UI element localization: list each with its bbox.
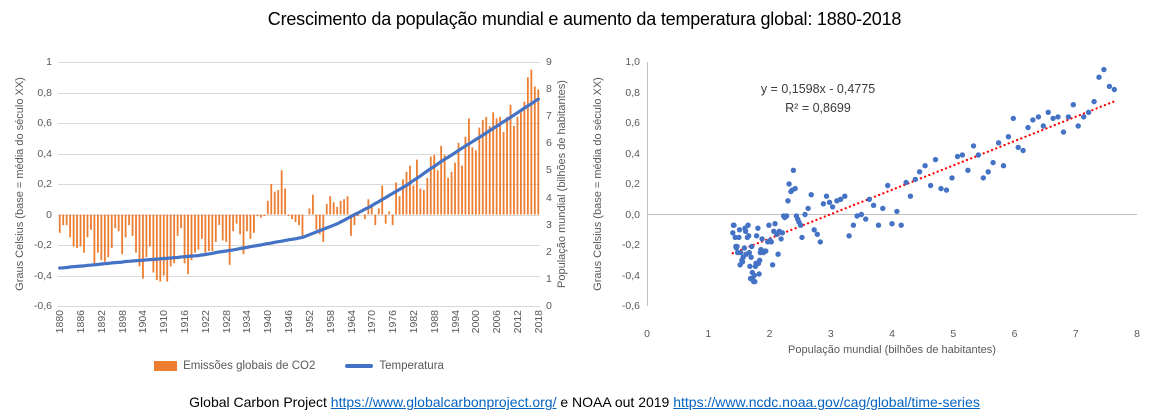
scatter-y-tick: 0,8 — [625, 86, 640, 99]
scatter-y-tick: -0,6 — [621, 300, 640, 312]
source-citation: Global Carbon Project https://www.global… — [0, 394, 1169, 410]
combo-legend: Emissões globais de CO2 Temperatura — [58, 360, 540, 372]
scatter-points — [730, 66, 1117, 285]
scatter-x-tick: 6 — [1011, 328, 1018, 340]
trendline-r-squared: R² = 0,8699 — [785, 100, 851, 115]
combo-x-tick: 1946 — [283, 310, 296, 334]
combo-x-tick: 2018 — [532, 310, 545, 334]
combo-x-tick: 1994 — [449, 310, 462, 334]
combo-x-tick: 1934 — [241, 310, 254, 334]
scatter-x-tick: 3 — [827, 328, 834, 340]
co2-temperature-combo-chart — [58, 62, 540, 307]
line-legend-marker — [345, 364, 374, 368]
combo-x-tick: 1988 — [428, 310, 441, 334]
link-noaa-time-series[interactable]: https://www.ncdc.noaa.gov/cag/global/tim… — [673, 394, 980, 410]
legend-label: Emissões globais de CO2 — [183, 360, 316, 372]
combo-x-tick: 1922 — [199, 310, 212, 334]
scatter-y-tick: -0,2 — [621, 239, 640, 251]
combo-x-tick: 1916 — [179, 310, 192, 334]
scatter-y-tick: 0,2 — [625, 178, 640, 190]
combo-x-tick: 1904 — [137, 310, 150, 334]
combo-x-tick: 1970 — [366, 310, 379, 334]
combo-x-tick: 1958 — [324, 310, 337, 334]
scatter-y-tick: 0,4 — [625, 147, 640, 160]
source-text-noaa: e NOAA out 2019 — [560, 394, 670, 410]
combo-x-tick: 1940 — [262, 310, 275, 334]
scatter-x-tick: 5 — [950, 328, 957, 340]
scatter-x-tick: 4 — [889, 328, 895, 340]
combo-x-tick: 1976 — [387, 310, 400, 334]
combo-left-axis-title: Graus Celsius (base = média do século XX… — [14, 77, 26, 291]
trendline-equation: y = 0,1598x - 0,4775 — [760, 82, 876, 96]
combo-x-tick: 2000 — [470, 310, 483, 334]
population-temperature-scatter-chart — [647, 62, 1137, 306]
temperature-line — [58, 97, 540, 270]
scatter-x-tick: 1 — [705, 328, 712, 340]
scatter-y-tick: 1,0 — [625, 56, 640, 68]
scatter-y-tick: -0,4 — [621, 269, 640, 282]
legend-item-co2: Emissões globais de CO2 — [154, 360, 315, 372]
legend-item-temperatura: Temperatura — [345, 360, 444, 372]
combo-x-tick: 1880 — [54, 310, 67, 334]
combo-x-tick: 1928 — [220, 310, 233, 334]
combo-x-tick: 1886 — [75, 310, 88, 334]
scatter-y-tick: 0,0 — [625, 208, 640, 221]
scatter-x-axis-title: População mundial (bilhões de habitantes… — [788, 344, 996, 356]
scatter-x-tick: 0 — [644, 328, 650, 340]
bar-legend-marker — [154, 361, 178, 371]
page-title: Crescimento da população mundial e aumen… — [267, 9, 902, 29]
scatter-x-tick: 8 — [1134, 328, 1140, 340]
combo-x-tick: 1898 — [116, 310, 129, 334]
trendline-annotation: y = 0,1598x - 0,4775 R² = 0,8699 — [718, 80, 918, 118]
legend-label: Temperatura — [379, 360, 444, 372]
link-global-carbon-project[interactable]: https://www.globalcarbonproject.org/ — [330, 394, 557, 410]
combo-x-tick: 1910 — [158, 310, 171, 334]
combo-gridlines — [58, 62, 540, 307]
combo-x-tick: 1964 — [345, 310, 358, 334]
trendline — [731, 100, 1116, 255]
combo-x-tick: 1892 — [95, 310, 108, 334]
combo-x-tick: 2006 — [491, 310, 504, 334]
scatter-y-axis-title: Graus Celsius (base = média do século XX… — [592, 77, 604, 291]
scatter-y-tick: 0,6 — [625, 117, 640, 129]
combo-x-tick: 1982 — [407, 310, 420, 334]
scatter-x-tick: 2 — [766, 328, 773, 340]
combo-x-tick: 2012 — [511, 310, 524, 334]
combo-right-axis-title: População mundial (bilhões de habitantes… — [556, 80, 568, 288]
co2-bars-series — [58, 69, 540, 282]
scatter-x-tick: 7 — [1072, 328, 1079, 340]
combo-x-tick: 1952 — [303, 310, 316, 334]
source-text-gcp: Global Carbon Project — [189, 394, 327, 410]
